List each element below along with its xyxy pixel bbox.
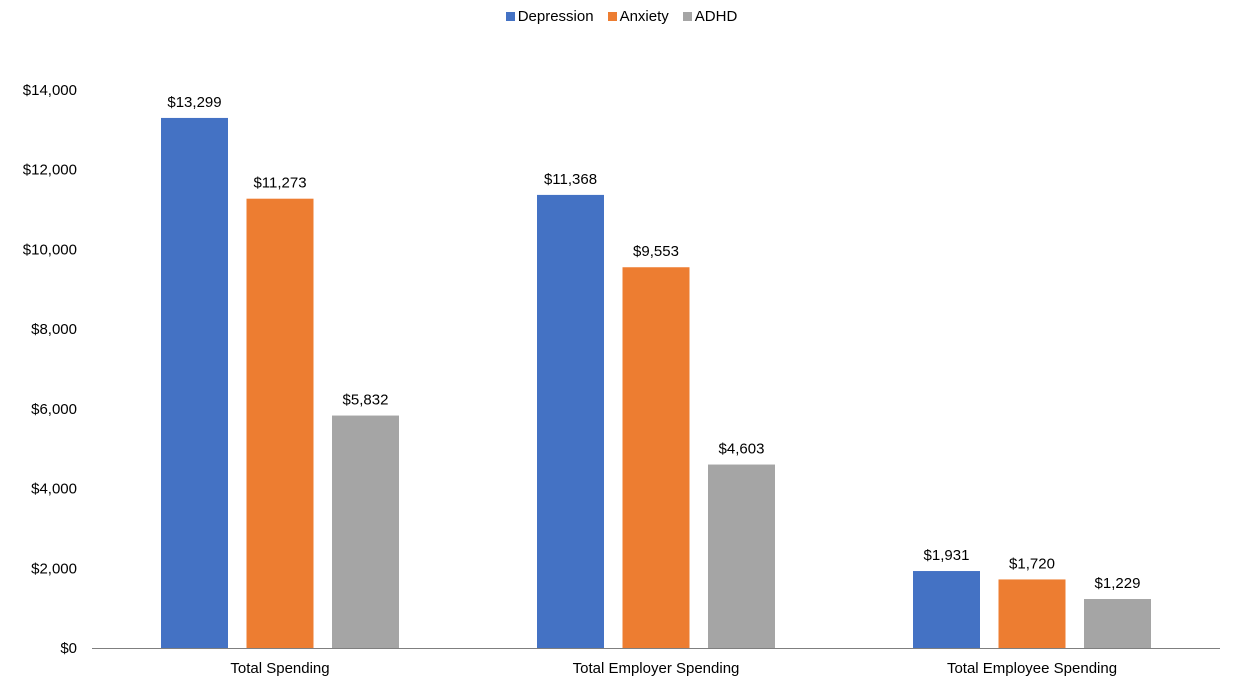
data-label-depression-total-employee-spending: $1,931	[924, 547, 970, 564]
y-tick-label: $4,000	[31, 481, 77, 498]
data-label-adhd-total-employee-spending: $1,229	[1095, 575, 1141, 592]
data-label-adhd-total-employer-spending: $4,603	[719, 441, 765, 458]
legend-label-adhd: ADHD	[694, 8, 738, 25]
data-label-anxiety-total-employee-spending: $1,720	[1009, 555, 1055, 572]
data-label-depression-total-spending: $13,299	[167, 94, 221, 111]
legend-swatch-adhd	[682, 12, 692, 21]
x-axis-tick-labels: Total Spending Total Employer Spending Tot…	[230, 660, 1117, 677]
legend-item-adhd: ADHD	[682, 8, 738, 25]
bar-depression-total-spending	[161, 117, 228, 648]
bar-anxiety-total-employee-spending	[998, 579, 1066, 648]
data-label-adhd-total-spending: $5,832	[343, 392, 389, 409]
bar-adhd-total-employee-spending	[1084, 599, 1151, 648]
data-label-anxiety-total-spending: $11,273	[253, 175, 306, 192]
legend-swatch-depression	[505, 12, 515, 21]
chart-legend: Depression Anxiety ADHD	[0, 8, 1243, 25]
y-tick-label: $6,000	[31, 401, 77, 418]
bar-depression-total-employee-spending	[913, 571, 980, 648]
y-tick-label: $2,000	[31, 560, 77, 577]
legend-label-depression: Depression	[517, 8, 594, 25]
bar-anxiety-total-employer-spending	[622, 267, 690, 648]
y-axis-tick-labels: $0 $2,000 $4,000 $6,000 $8,000 $10,000 $12,000…	[23, 82, 77, 657]
legend-swatch-anxiety	[607, 12, 617, 21]
y-tick-label: $14,000	[23, 82, 77, 99]
bar-adhd-total-spending	[332, 415, 399, 648]
bars-group	[161, 117, 1151, 649]
data-label-anxiety-total-employer-spending: $9,553	[633, 243, 679, 260]
bar-anxiety-total-spending	[246, 198, 314, 648]
bar-depression-total-employer-spending	[537, 194, 604, 649]
y-tick-label: $10,000	[23, 241, 77, 258]
data-labels-group: $13,299 $11,273 $5,832 $11,368 $9,553 $4,603 $…	[167, 94, 1140, 592]
bar-adhd-total-employer-spending	[708, 464, 775, 648]
legend-item-depression: Depression	[505, 8, 594, 25]
legend-item-anxiety: Anxiety	[607, 8, 669, 25]
x-tick-label: Total Employee Spending	[947, 660, 1117, 677]
y-tick-label: $0	[60, 640, 77, 657]
data-label-depression-total-employer-spending: $11,368	[544, 171, 597, 188]
legend-label-anxiety: Anxiety	[619, 8, 669, 25]
y-tick-label: $8,000	[31, 321, 77, 338]
x-tick-label: Total Employer Spending	[573, 660, 740, 677]
x-tick-label: Total Spending	[230, 660, 329, 677]
y-tick-label: $12,000	[23, 162, 77, 179]
